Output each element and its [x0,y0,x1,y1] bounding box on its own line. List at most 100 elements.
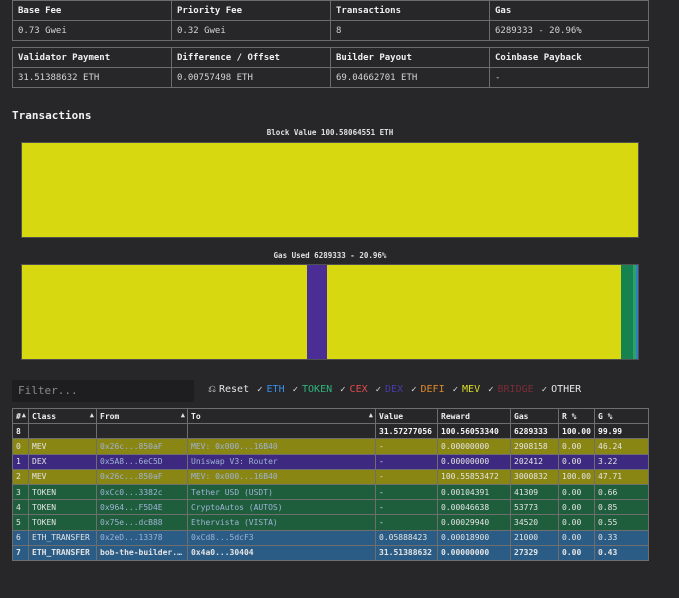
sort-icon[interactable]: ▲ [180,411,185,419]
filter-cex[interactable]: ✓ CEX [340,384,367,395]
filter-other[interactable]: ✓ OTHER [542,384,582,395]
reset-button[interactable]: ⎌ Reset [208,384,249,395]
table-cell-r: 100.00 [558,468,595,485]
sort-icon[interactable]: ▲ [21,411,26,419]
column-header[interactable]: From ▲ [96,407,188,425]
table-cell-from[interactable]: 0xCc0...3382c [96,483,188,501]
table-cell-gas: 53773 [510,499,559,516]
filter-placeholder: Filter... [18,384,78,397]
filter-input[interactable]: Filter... [12,380,194,402]
table-cell-to[interactable]: 0xCd8...5dcF3 [187,529,376,546]
table-cell-to[interactable]: Tether USD (USDT) [187,483,376,501]
table-cell-from[interactable]: 0x2eD...13378 [96,529,188,546]
table-cell-from[interactable]: 0x26c...850aF [96,468,188,485]
checkmark-icon[interactable]: ✓ [292,384,299,395]
value-builder-payout: 69.04662701 ETH [330,67,490,88]
table-cell-g: 0.33 [594,529,649,546]
column-header[interactable]: G % [594,407,649,425]
table-cell-to[interactable]: Uniswap V3: Router [187,453,376,470]
table-cell-to[interactable]: CryptoAutos (AUTOS) [187,499,376,516]
filter-label: TOKEN [302,384,333,395]
gas-used-segment[interactable] [620,265,633,359]
gas-used-title: Gas Used 6289333 - 20.96% [273,251,387,260]
table-cell-to[interactable]: 0x4a0...30404 [187,544,376,561]
checkmark-icon[interactable]: ✓ [257,384,263,395]
column-header[interactable]: Value [375,407,438,425]
table-cell-r: 0.00 [558,514,595,531]
table-cell-g: 3.22 [594,453,649,470]
table-cell-r: 0.00 [558,529,595,546]
column-header[interactable]: Class ▲ [28,407,97,425]
gas-used-segment[interactable] [22,265,307,359]
filter-mev[interactable]: ✓ MEV [453,384,480,395]
filter-eth[interactable]: ✓ ETH [257,384,284,395]
table-cell-: 5 [12,514,29,531]
table-cell-from[interactable]: 0x26c...850aF [96,438,188,455]
value-transactions: 8 [330,20,490,41]
table-cell-value: - [375,514,438,531]
table-cell-: 4 [12,499,29,516]
gas-used-segment[interactable] [632,265,636,359]
gas-used-segment[interactable] [635,265,638,359]
table-cell-from[interactable]: 0x5A8...6eC5D [96,453,188,470]
table-cell-from[interactable]: bob-the-builder... [96,544,188,561]
table-row[interactable]: 6 ETH_TRANSFER 0x2eD...13378 0xCd8...5dcF3 0… [12,529,649,546]
total-cell: 99.99 [594,423,649,440]
value-base-fee: 0.73 Gwei [12,20,172,41]
table-row[interactable]: 2 MEV 0x26c...850aF MEV: 0x000...16B40-100.… [12,468,649,485]
gas-used-segment[interactable] [306,265,327,359]
table-row[interactable]: 5 TOKEN 0x75e...dcB88 Ethervista (VISTA) -0.… [12,514,649,531]
table-cell-to[interactable]: MEV: 0x000...16B40 [187,438,376,455]
table-cell-gas: 202412 [510,453,559,470]
checkmark-icon[interactable]: ✓ [411,384,417,395]
filter-bridge[interactable]: ✓ BRIDGE [488,384,534,395]
column-header-label: To [191,411,201,421]
table-cell-to[interactable]: MEV: 0x000...16B40 [187,468,376,485]
total-cell: 100.56053340 [437,423,511,440]
table-row[interactable]: 3 TOKEN 0xCc0...3382c Tether USD (USDT) -0.0… [12,483,649,501]
checkmark-icon[interactable]: ✓ [452,384,459,395]
column-header[interactable]: Gas [510,407,559,425]
checkmark-icon[interactable]: ✓ [541,384,548,395]
table-row[interactable]: 4 TOKEN 0x964...F5D4E CryptoAutos (AUTOS) -0… [12,499,649,516]
total-cell [96,423,188,440]
filter-defi[interactable]: ✓ DEFI [411,384,445,395]
table-cell-gas: 27329 [510,544,559,561]
checkmark-icon[interactable]: ✓ [488,384,494,395]
table-cell-: 2 [12,468,29,485]
table-cell-reward: 0.00029940 [437,514,511,531]
table-cell-r: 0.00 [558,544,595,561]
table-cell-from[interactable]: 0x964...F5D4E [96,499,188,516]
total-cell [187,423,376,440]
column-header[interactable]: R % [558,407,595,425]
table-cell-reward: 0.00104391 [437,483,511,501]
table-cell-from[interactable]: 0x75e...dcB88 [96,514,188,531]
table-row[interactable]: 7 ETH_TRANSFER bob-the-builder... 0x4a0...3… [12,544,649,561]
filter-token[interactable]: ✓ TOKEN [293,384,333,395]
header-coinbase-payback: Coinbase Payback [489,47,649,68]
table-cell-class: MEV [28,468,97,485]
table-row[interactable]: 1 DEX 0x5A8...6eC5D Uniswap V3: Router -0.00… [12,453,649,470]
checkmark-icon[interactable]: ✓ [375,384,382,395]
table-cell-gas: 41309 [510,483,559,501]
column-header[interactable]: Reward [437,407,511,425]
gas-used-segment[interactable] [326,265,621,359]
value-priority-fee: 0.32 Gwei [171,20,331,41]
table-cell-reward: 0.00018900 [437,529,511,546]
sort-icon[interactable]: ▲ [368,411,373,419]
table-cell-to[interactable]: Ethervista (VISTA) [187,514,376,531]
table-cell-g: 47.71 [594,468,649,485]
table-cell-reward: 0.00000000 [437,544,511,561]
checkmark-icon[interactable]: ✓ [340,384,346,395]
column-header-label: Value [379,411,404,421]
column-header[interactable]: To ▲ [187,407,376,425]
column-header[interactable]: # ▲ [12,407,29,425]
filter-dex[interactable]: ✓ DEX [376,384,403,395]
table-row[interactable]: 0 MEV 0x26c...850aF MEV: 0x000...16B40-0.00… [12,438,649,455]
block-value-segment[interactable] [22,143,638,237]
table-cell-class: TOKEN [28,514,97,531]
table-cell-r: 0.00 [558,453,595,470]
sort-icon[interactable]: ▲ [89,411,94,419]
filter-label: CEX [349,384,368,395]
table-cell-class: ETH_TRANSFER [28,529,97,546]
